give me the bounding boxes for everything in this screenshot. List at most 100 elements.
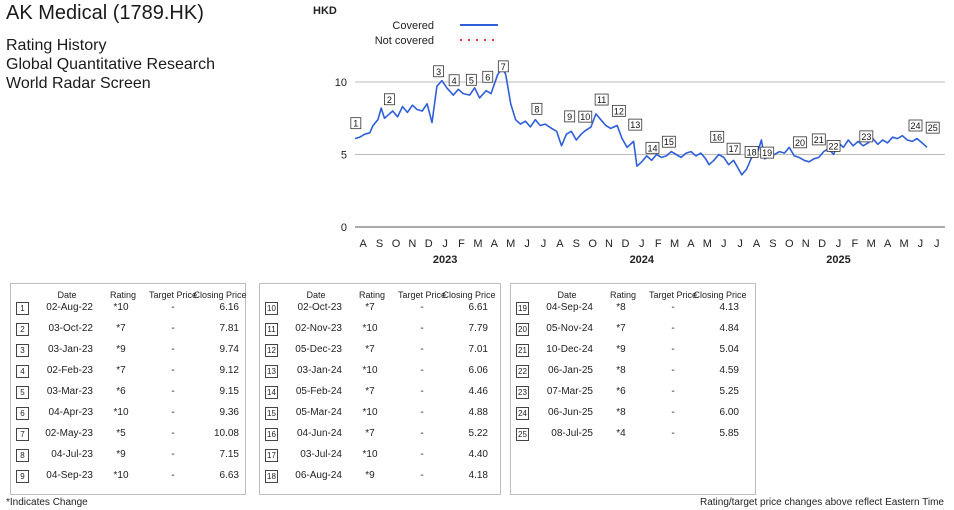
row-closing-price: 9.15 (219, 386, 239, 397)
x-tick-label: M (899, 238, 908, 250)
row-closing-price: 7.01 (468, 344, 488, 355)
rating-marker-box (710, 130, 725, 143)
table-header-target: Target Price (397, 290, 447, 300)
x-tick-label: O (785, 238, 794, 250)
row-closing-price: 10.08 (213, 428, 239, 439)
table-row: 13 03-Jan-24 *10 - 6.06 (260, 365, 500, 379)
row-number: 1 (16, 302, 29, 315)
rating-marker-box (564, 110, 576, 123)
row-date: 06-Aug-24 (295, 470, 342, 481)
row-date: 02-May-23 (45, 428, 93, 439)
row-date: 05-Dec-23 (295, 344, 342, 355)
rating-marker-number: 6 (485, 72, 490, 82)
rating-marker-box (661, 135, 676, 148)
row-rating: *7 (365, 302, 375, 313)
row-rating: *7 (116, 323, 126, 334)
rating-marker-number: 19 (762, 148, 772, 158)
table-header-date: Date (306, 290, 326, 300)
rating-marker-number: 18 (747, 147, 757, 157)
row-number: 7 (16, 428, 29, 441)
row-rating: *8 (616, 302, 626, 313)
row-target-price: - (171, 386, 175, 397)
x-tick-label: O (392, 238, 401, 250)
table-row: 18 06-Aug-24 *9 - 4.18 (260, 470, 500, 484)
table-row: 21 10-Dec-24 *9 - 5.04 (511, 344, 755, 358)
x-tick-label: M (867, 238, 876, 250)
row-rating: *10 (362, 449, 378, 460)
row-closing-price: 4.84 (719, 323, 739, 334)
rating-marker-number: 1 (353, 119, 358, 129)
x-tick-label: J (639, 238, 645, 250)
row-date: 04-Apr-23 (48, 407, 93, 418)
row-target-price: - (420, 344, 424, 355)
row-number: 4 (16, 365, 29, 378)
row-target-price: - (171, 365, 175, 376)
row-rating: *7 (365, 344, 375, 355)
x-tick-label: J (442, 238, 448, 250)
rating-marker-number: 20 (795, 138, 805, 148)
table-row: 1 02-Aug-22 *10 - 6.16 (11, 302, 245, 316)
rating-marker-box (726, 142, 741, 155)
row-target-price: - (420, 428, 424, 439)
row-target-price: - (671, 344, 675, 355)
row-number: 11 (265, 323, 278, 336)
subtitle-rating-history: Rating History (6, 37, 107, 54)
rating-marker-box (826, 140, 841, 152)
row-rating: *10 (362, 407, 378, 418)
row-closing-price: 7.15 (219, 449, 239, 460)
row-target-price: - (171, 449, 175, 460)
row-date: 04-Sep-24 (546, 302, 593, 313)
row-date: 03-Jan-24 (296, 365, 342, 376)
row-rating: *10 (113, 302, 129, 313)
row-target-price: - (171, 428, 175, 439)
x-tick-label: A (753, 238, 761, 250)
table-header-rating: Rating (609, 290, 636, 300)
rating-table-1: Date Rating Target Price Closing Price 1 02-A… (10, 283, 247, 495)
rating-marker-box (433, 65, 444, 78)
rating-marker-box (594, 93, 609, 106)
x-tick-label: A (556, 238, 564, 250)
footnote-change: *Indicates Change (6, 497, 88, 508)
x-tick-label: F (851, 238, 858, 250)
row-rating: *7 (116, 365, 126, 376)
row-target-price: - (420, 470, 424, 481)
rating-marker-box (645, 141, 660, 154)
x-tick-label: A (491, 238, 499, 250)
row-target-price: - (671, 365, 675, 376)
row-number: 8 (16, 449, 29, 462)
row-target-price: - (671, 302, 675, 313)
row-closing-price: 4.13 (719, 302, 739, 313)
row-rating: *6 (116, 386, 126, 397)
y-axis-label: HKD (313, 5, 337, 17)
table-header-date: Date (57, 290, 77, 300)
row-date: 03-Oct-22 (48, 323, 93, 334)
row-closing-price: 5.22 (468, 428, 488, 439)
row-date: 03-Jan-23 (47, 344, 93, 355)
row-target-price: - (420, 365, 424, 376)
row-target-price: - (420, 407, 424, 418)
rating-marker-box (497, 60, 509, 73)
row-number: 23 (516, 386, 529, 399)
row-date: 05-Nov-24 (546, 323, 593, 334)
row-target-price: - (671, 407, 675, 418)
x-tick-label: M (473, 238, 482, 250)
row-rating: *7 (365, 428, 375, 439)
table-header-closing: Closing Price (442, 290, 496, 300)
rating-marker-box (760, 146, 775, 159)
row-closing-price: 6.06 (468, 365, 488, 376)
row-number: 18 (265, 470, 278, 483)
rating-marker-number: 7 (501, 62, 506, 72)
row-closing-price: 9.36 (219, 407, 239, 418)
row-closing-price: 5.25 (719, 386, 739, 397)
table-row: 17 03-Jul-24 *10 - 4.40 (260, 449, 500, 463)
x-tick-label: N (408, 238, 416, 250)
x-tick-label: A (687, 238, 695, 250)
row-number: 20 (516, 323, 529, 336)
row-number: 9 (16, 470, 29, 483)
rating-marker-box (811, 133, 826, 146)
row-date: 04-Sep-23 (46, 470, 93, 481)
rating-marker-number: 9 (567, 112, 572, 122)
table-row: 9 04-Sep-23 *10 - 6.63 (11, 470, 245, 484)
x-tick-label: A (884, 238, 892, 250)
